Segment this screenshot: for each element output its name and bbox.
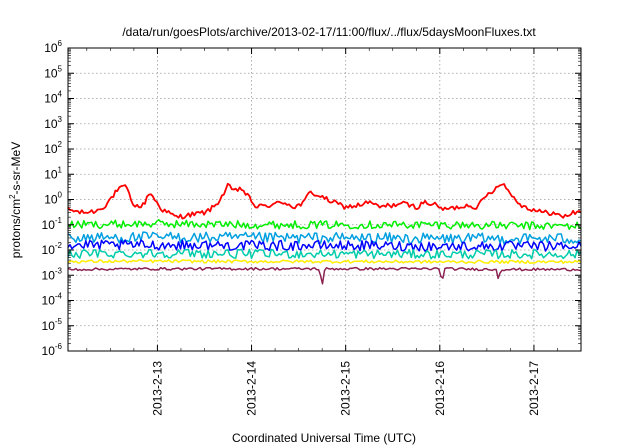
- series-line: [67, 182, 582, 220]
- y-axis-label-suffix: -s-sr-MeV: [9, 142, 23, 195]
- x-tick-label: 2013-2-16: [433, 361, 447, 416]
- x-tick-labels: 2013-2-13 2013-2-14 2013-2-15 2013-2-16 2013…: [150, 361, 541, 416]
- series-line: [67, 219, 582, 231]
- y-tick-label: 101: [44, 165, 62, 181]
- y-tick-label: 103: [44, 115, 62, 131]
- y-axis-label: protons/cm2-s-sr-MeV: [8, 142, 23, 258]
- y-tick-label: 10-2: [42, 241, 63, 257]
- x-axis-label: Coordinated Universal Time (UTC): [232, 431, 416, 445]
- y-tick-label: 100: [44, 191, 62, 207]
- x-tick-label: 2013-2-13: [150, 361, 164, 416]
- y-tick-label: 10-1: [42, 216, 63, 232]
- x-tick-label: 2013-2-17: [527, 361, 541, 416]
- series-line: [67, 266, 582, 285]
- y-tick-label: 102: [44, 140, 62, 156]
- series-line: [67, 231, 582, 245]
- y-tick-label: 10-4: [42, 292, 63, 308]
- series-layer: [67, 182, 582, 285]
- grid-lines: [68, 48, 581, 351]
- y-axis-label-superscript: 2: [8, 194, 17, 199]
- y-tick-label: 10-3: [42, 266, 63, 282]
- y-tick-label: 104: [44, 90, 62, 106]
- y-tick-label: 106: [44, 39, 62, 55]
- y-tick-label: 10-6: [42, 342, 63, 358]
- series-line: [67, 259, 582, 265]
- y-tick-label: 105: [44, 64, 62, 80]
- x-tick-label: 2013-2-15: [339, 361, 353, 416]
- x-tick-label: 2013-2-14: [245, 361, 259, 416]
- series-line: [67, 248, 582, 260]
- chart-title: /data/run/goesPlots/archive/2013-02-17/1…: [122, 25, 536, 39]
- tick-marks: [68, 47, 582, 352]
- y-tick-label: 10-5: [42, 317, 63, 333]
- y-tick-labels: 10-6 10-5 10-4 10-3 10-2 10-1 100 101 102 103 104 1…: [42, 39, 63, 358]
- y-axis-label-main: protons/cm: [9, 199, 23, 258]
